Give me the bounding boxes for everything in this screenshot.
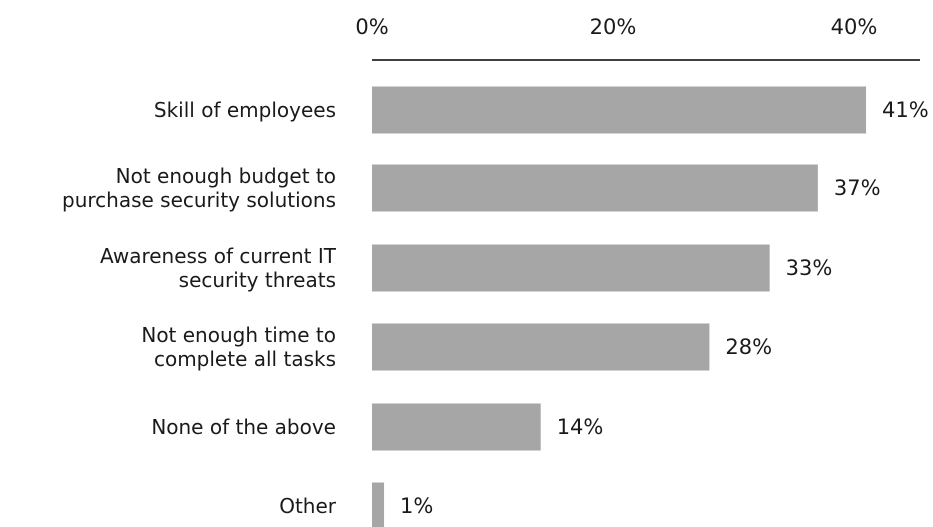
bar — [372, 164, 818, 212]
bar-row: Other 1% — [279, 482, 433, 527]
category-label: None of the above — [151, 415, 336, 439]
data-label: 28% — [725, 335, 772, 359]
bar — [372, 244, 770, 292]
bars-group: Skill of employees 41% Not enough budget t… — [62, 86, 929, 527]
bar — [372, 403, 541, 451]
category-label: Skill of employees — [154, 98, 336, 122]
category-label: Other — [279, 494, 337, 518]
bar — [372, 482, 385, 527]
category-label: complete all tasks — [154, 347, 336, 371]
data-label: 1% — [400, 494, 433, 518]
x-tick-label: 40% — [831, 15, 878, 39]
data-label: 37% — [834, 176, 881, 200]
data-label: 33% — [786, 256, 833, 280]
x-tick-label: 0% — [355, 15, 388, 39]
bar-row: None of the above 14% — [151, 403, 604, 451]
category-label: security threats — [179, 268, 336, 292]
x-tick-label: 20% — [590, 15, 637, 39]
bar — [372, 323, 710, 371]
data-label: 41% — [882, 98, 929, 122]
bar-row: Skill of employees 41% — [154, 86, 929, 134]
bar — [372, 86, 867, 134]
x-axis: 0% 20% 40% — [355, 15, 920, 61]
category-label: Not enough time to — [141, 323, 336, 347]
category-label: Not enough budget to — [116, 164, 336, 188]
data-label: 14% — [557, 415, 604, 439]
category-label: Awareness of current IT — [100, 244, 337, 268]
category-label: purchase security solutions — [62, 188, 336, 212]
